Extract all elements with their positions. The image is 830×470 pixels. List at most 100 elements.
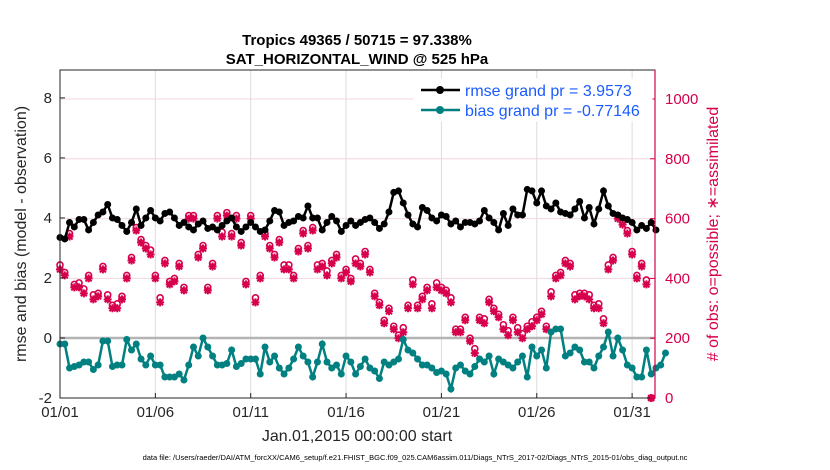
rmse-point (509, 205, 517, 213)
obs-assimilated-marker (151, 274, 160, 283)
rmse-point (213, 226, 221, 234)
obs-assimilated-marker (189, 214, 198, 223)
rmse-point (380, 220, 388, 228)
rmse-point (399, 199, 407, 207)
rmse-point (237, 227, 245, 235)
y-tick-label: 6 (44, 150, 52, 167)
rmse-point (156, 217, 164, 225)
bias-point (189, 343, 197, 351)
bias-point (447, 385, 455, 393)
y-tick-label: 4 (44, 210, 52, 227)
rmse-point (189, 226, 197, 234)
obs-assimilated-marker (575, 292, 584, 301)
obs-assimilated-marker (365, 268, 374, 277)
obs-assimilated-marker (466, 337, 475, 346)
obs-assimilated-marker (518, 334, 527, 343)
bias-point (228, 346, 236, 354)
right-tick-label: 1000 (665, 91, 698, 108)
y-tick-label: 2 (44, 270, 52, 287)
obs-assimilated-marker (356, 262, 365, 271)
obs-assimilated-marker (556, 271, 565, 280)
obs-assimilated-marker (547, 292, 556, 301)
obs-assimilated-marker (165, 280, 174, 289)
obs-assimilated-marker (84, 274, 93, 283)
bias-point (375, 374, 383, 382)
obs-assimilated-marker (628, 250, 637, 259)
bias-point (304, 358, 312, 366)
x-tick-label: 01/06 (137, 404, 175, 421)
obs-assimilated-marker (275, 238, 284, 247)
obs-assimilated-marker (623, 229, 632, 238)
bias-point (528, 343, 536, 351)
rmse-point (247, 218, 255, 226)
bias-point (523, 373, 531, 381)
x-tick-label: 01/11 (232, 404, 268, 421)
rmse-point (80, 215, 88, 223)
bias-point (590, 364, 598, 372)
obs-assimilated-marker (494, 313, 503, 322)
bias-point (137, 355, 145, 363)
bias-point (614, 334, 622, 342)
bias-point (118, 361, 126, 369)
rmse-point (652, 226, 660, 234)
rmse-point (118, 221, 126, 229)
y-axis-label-right: # of obs: o=possible; ∗=assimilated (705, 107, 722, 361)
bias-point (280, 370, 288, 378)
rmse-point (433, 217, 441, 225)
bias-point (209, 352, 217, 360)
bias-point (428, 364, 436, 372)
x-axis-label: Jan.01,2015 00:00:00 start (262, 428, 453, 445)
rmse-point (266, 217, 274, 225)
obs-assimilated-marker (613, 214, 622, 223)
bias-point (414, 355, 422, 363)
bias-point (104, 337, 112, 345)
obs-assimilated-marker (237, 241, 246, 250)
obs-assimilated-marker (432, 283, 441, 292)
obs-assimilated-marker (313, 265, 322, 274)
obs-assimilated-marker (65, 232, 74, 241)
rmse-point (99, 208, 107, 216)
obs-assimilated-marker (618, 220, 627, 229)
rmse-point (375, 224, 383, 232)
obs-assimilated-marker (75, 283, 84, 292)
obs-assimilated-marker (327, 259, 336, 268)
obs-assimilated-marker (384, 307, 393, 316)
rmse-point (66, 218, 74, 226)
rmse-point (128, 218, 136, 226)
rmse-point (395, 187, 403, 195)
rmse-point (404, 211, 412, 219)
bias-point (490, 370, 498, 378)
rmse-point (495, 226, 503, 234)
obs-assimilated-marker (399, 328, 408, 337)
bias-point (647, 370, 655, 378)
bias-point (604, 328, 612, 336)
obs-assimilated-marker (604, 265, 613, 274)
obs-assimilated-marker (141, 244, 150, 253)
obs-assimilated-marker (508, 316, 517, 325)
rmse-point (414, 223, 422, 231)
right-tick-label: 800 (665, 151, 690, 168)
bias-point (514, 358, 522, 366)
obs-assimilated-marker (98, 265, 107, 274)
rmse-point (142, 214, 150, 222)
obs-assimilated-marker (103, 295, 112, 304)
legend-rmse-label: rmse grand pr = 3.9573 (465, 83, 632, 100)
bias-point (342, 352, 350, 360)
obs-assimilated-marker (270, 253, 279, 262)
bias-point (395, 355, 403, 363)
obs-assimilated-marker (499, 325, 508, 334)
rmse-point (328, 212, 336, 220)
rmse-point (70, 223, 78, 231)
rmse-point (647, 218, 655, 226)
obs-assimilated-marker (94, 292, 103, 301)
rmse-point (499, 209, 507, 217)
bias-point (299, 352, 307, 360)
bias-point (471, 362, 479, 370)
obs-assimilated-marker (194, 253, 203, 262)
rmse-point (533, 199, 541, 207)
right-tick-label: 600 (665, 211, 690, 228)
x-tick-label: 01/21 (423, 404, 461, 421)
rmse-point (585, 203, 593, 211)
obs-assimilated-marker (261, 232, 270, 241)
